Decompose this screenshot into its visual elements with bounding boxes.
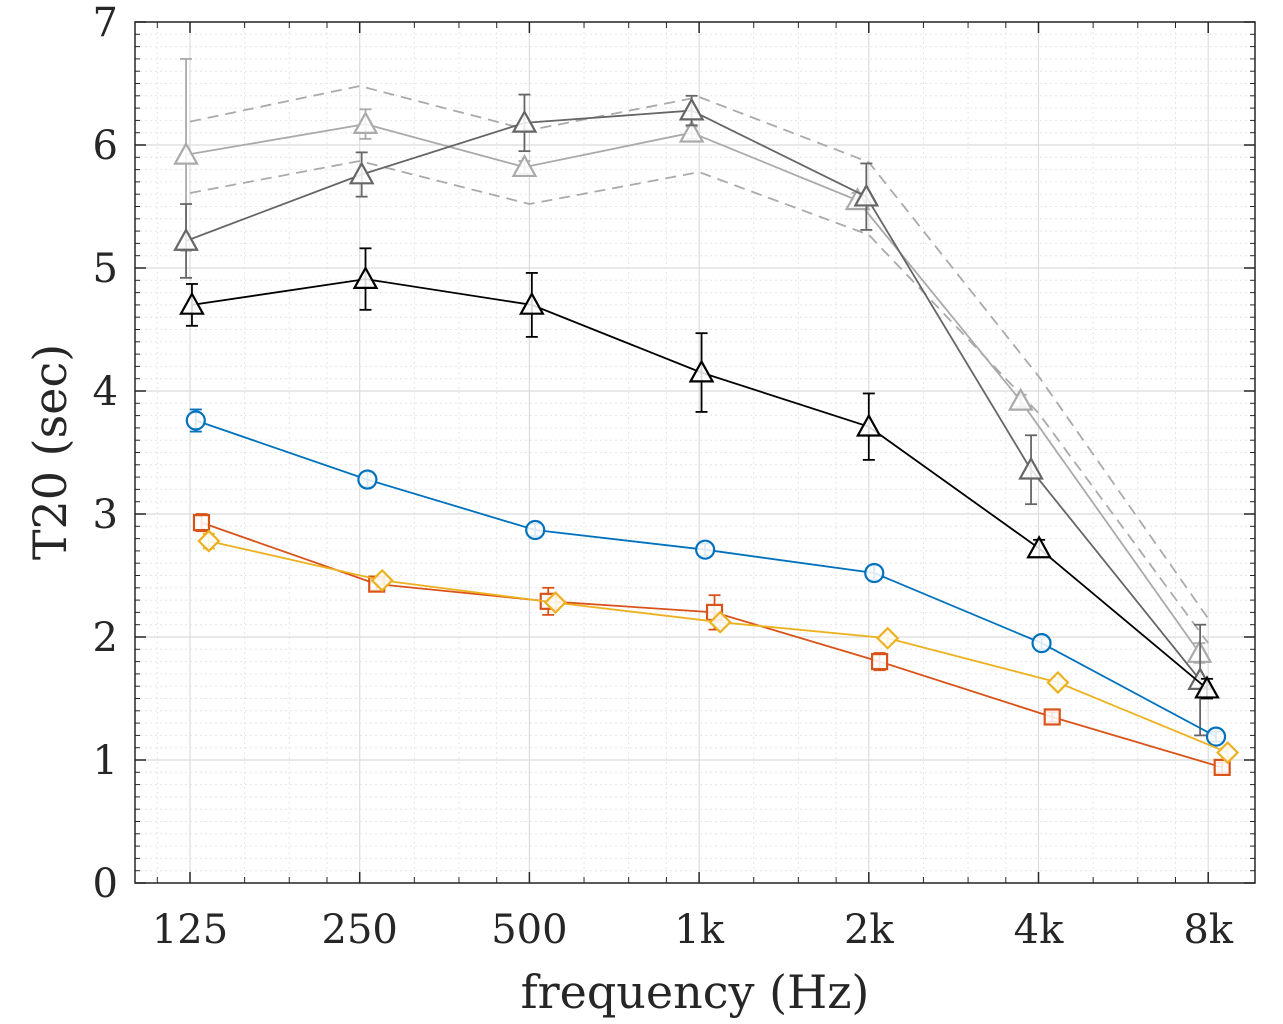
diamond-marker <box>370 568 394 592</box>
diamond-marker <box>1216 741 1240 765</box>
circle-marker <box>1205 726 1227 747</box>
series-8 <box>197 529 1240 765</box>
x-axis-label: frequency (Hz) <box>521 965 870 1019</box>
x-tick-label: 4k <box>1014 907 1064 953</box>
diamond-marker <box>876 626 900 650</box>
circle-marker <box>695 539 716 560</box>
x-tick-labels: 125 250 500 1k 2k 4k 8k <box>152 907 1234 953</box>
y-tick-label: 1 <box>93 738 118 784</box>
triangle-marker <box>511 153 538 178</box>
circle-marker <box>185 410 206 431</box>
x-tick-label: 8k <box>1183 907 1233 953</box>
triangle-marker <box>348 161 375 185</box>
series-1 <box>189 85 1209 620</box>
x-tick-label: 500 <box>491 907 567 953</box>
series-layer <box>173 58 1240 776</box>
x-tick-label: 250 <box>322 907 398 953</box>
circle-marker <box>864 562 885 584</box>
series-3 <box>173 58 1213 664</box>
triangle-marker <box>853 183 880 207</box>
y-tick-label: 2 <box>93 615 118 661</box>
triangle-marker <box>678 97 705 121</box>
circle-marker <box>357 469 378 490</box>
y-tick-label: 7 <box>93 0 118 46</box>
triangle-marker <box>352 110 379 134</box>
diamond-marker <box>197 529 221 553</box>
tick-marks <box>135 21 1255 884</box>
triangle-marker <box>688 359 715 383</box>
y-tick-label: 4 <box>93 369 118 415</box>
diamond-marker <box>543 591 567 615</box>
x-tick-label: 125 <box>152 907 228 953</box>
triangle-marker <box>518 291 545 315</box>
triangle-marker <box>1026 535 1052 559</box>
series-line <box>189 160 1209 644</box>
y-axis-label: T20 (sec) <box>23 344 77 560</box>
x-tick-label: 1k <box>674 907 724 953</box>
y-tick-labels: 0 1 2 3 4 5 6 7 <box>93 0 118 907</box>
triangle-marker <box>511 109 538 133</box>
triangle-marker <box>352 265 379 289</box>
triangle-marker <box>173 227 199 251</box>
y-tick-label: 0 <box>93 861 118 907</box>
minor-grid <box>135 22 1255 883</box>
triangle-marker <box>1018 456 1044 480</box>
series-line <box>189 85 1209 620</box>
triangle-marker <box>678 119 705 143</box>
y-tick-label: 3 <box>93 492 118 538</box>
diamond-marker <box>708 610 732 634</box>
square-marker <box>192 514 211 532</box>
triangle-marker <box>855 413 882 437</box>
circle-marker <box>525 519 546 541</box>
square-marker <box>1213 758 1231 776</box>
series-2 <box>189 160 1209 644</box>
y-tick-label: 6 <box>93 123 118 169</box>
y-tick-label: 5 <box>93 246 118 292</box>
square-marker <box>870 652 889 671</box>
triangle-marker <box>173 141 199 165</box>
series-5 <box>179 247 1220 700</box>
square-marker <box>1043 708 1061 726</box>
circle-marker <box>1031 633 1052 654</box>
triangle-marker <box>179 291 205 315</box>
diamond-marker <box>1046 670 1070 695</box>
series-6 <box>185 408 1227 747</box>
triangle-marker <box>1194 675 1220 699</box>
x-tick-label: 2k <box>844 907 894 953</box>
triangle-marker <box>1007 387 1034 411</box>
